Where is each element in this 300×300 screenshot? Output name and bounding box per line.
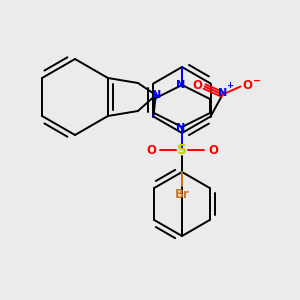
Text: O: O xyxy=(193,79,202,92)
Text: −: − xyxy=(253,76,261,85)
Text: +: + xyxy=(226,81,233,90)
Text: O: O xyxy=(243,79,253,92)
Text: N: N xyxy=(176,80,186,90)
Text: N: N xyxy=(176,123,186,133)
Text: Br: Br xyxy=(175,188,189,200)
Text: O: O xyxy=(208,143,218,157)
Text: N: N xyxy=(218,88,227,98)
Text: O: O xyxy=(146,143,156,157)
Text: S: S xyxy=(177,143,187,157)
Text: N: N xyxy=(152,90,161,100)
